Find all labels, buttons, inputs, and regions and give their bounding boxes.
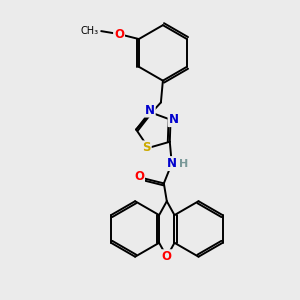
Text: N: N — [167, 157, 177, 170]
Text: O: O — [134, 170, 144, 183]
Text: N: N — [169, 113, 178, 126]
Text: H: H — [179, 159, 188, 169]
Text: O: O — [162, 250, 172, 263]
Text: S: S — [142, 141, 151, 154]
Text: O: O — [114, 28, 124, 40]
Text: CH₃: CH₃ — [80, 26, 98, 36]
Text: N: N — [145, 103, 155, 117]
